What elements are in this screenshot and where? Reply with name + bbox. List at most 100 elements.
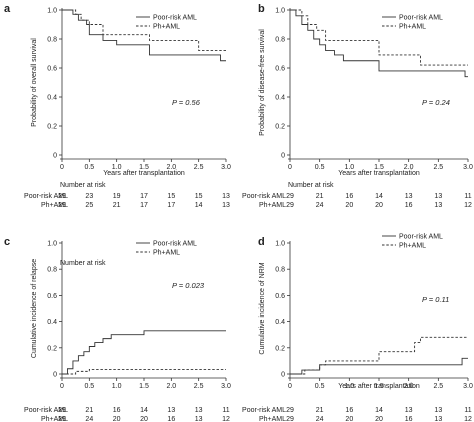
risk-value: 14 <box>195 202 203 209</box>
x-tick-label: 1.0 <box>112 383 122 390</box>
risk-value: 20 <box>375 416 383 422</box>
risk-value: 14 <box>375 407 383 414</box>
risk-value: 13 <box>222 193 230 200</box>
y-tick-label: 1.0 <box>275 241 285 248</box>
y-axis-label: Probability of overall survival <box>31 38 38 127</box>
y-tick-label: 0.6 <box>47 293 57 300</box>
risk-value: 11 <box>464 407 471 414</box>
risk-value: 16 <box>113 407 121 414</box>
y-tick-label: 0.2 <box>275 345 285 352</box>
risk-row-label: Ph+AML <box>259 416 286 422</box>
risk-table-title: Number at risk <box>60 182 106 189</box>
risk-value: 16 <box>167 416 175 422</box>
risk-value: 17 <box>140 202 148 209</box>
risk-value: 21 <box>316 193 324 200</box>
x-tick-label: 1.0 <box>112 164 122 171</box>
x-tick-label: 0.5 <box>315 164 325 171</box>
risk-value: 29 <box>286 407 294 414</box>
risk-value: 13 <box>195 416 203 422</box>
y-tick-label: 0.2 <box>275 124 285 131</box>
x-tick-label: 2.0 <box>404 164 414 171</box>
risk-value: 24 <box>316 416 324 422</box>
y-tick-label: 0.2 <box>47 345 57 352</box>
risk-value: 12 <box>464 416 472 422</box>
y-tick-label: 0.6 <box>47 66 57 73</box>
y-tick-label: 0 <box>53 372 57 379</box>
x-tick-label: 3.0 <box>463 164 473 171</box>
y-tick-label: 0.2 <box>47 124 57 131</box>
legend-entry: Ph+AML <box>153 24 180 31</box>
risk-value: 23 <box>85 193 93 200</box>
risk-row-label: Ph+AML <box>259 202 286 209</box>
x-tick-label: 1.0 <box>344 383 354 390</box>
risk-value: 13 <box>405 193 413 200</box>
x-tick-label: 2.5 <box>433 383 443 390</box>
risk-value: 16 <box>345 407 353 414</box>
panel-b: b 0 0.2 0.4 0.6 0.8 1.0 0 0.5 1.0 1.5 2.0 2.5 3.0 Prob… <box>242 3 473 209</box>
y-tick-label: 0.6 <box>275 66 285 73</box>
series-line-ph-aml <box>290 9 468 66</box>
risk-value: 25 <box>85 202 93 209</box>
risk-value: 29 <box>58 202 66 209</box>
risk-value: 13 <box>405 407 413 414</box>
x-tick-label: 0 <box>60 383 64 390</box>
p-value: P = 0.24 <box>422 98 450 107</box>
y-tick-label: 0.4 <box>47 95 57 102</box>
risk-value: 20 <box>113 416 121 422</box>
y-tick-label: 0.4 <box>275 95 285 102</box>
risk-value: 12 <box>464 202 472 209</box>
legend-entry: Ph+AML <box>153 250 180 257</box>
x-tick-label: 2.0 <box>404 383 414 390</box>
risk-row-label: Poor-risk AML <box>24 407 68 414</box>
risk-value: 20 <box>375 202 383 209</box>
x-tick-label: 3.0 <box>221 383 231 390</box>
x-tick-label: 1.5 <box>139 164 149 171</box>
risk-value: 13 <box>222 202 230 209</box>
x-tick-label: 2.5 <box>194 164 204 171</box>
p-value: P = 0.023 <box>172 281 205 290</box>
x-tick-label: 2.0 <box>166 383 176 390</box>
panel-letter: d <box>258 236 265 248</box>
series-line-poor-risk-aml <box>290 357 468 375</box>
risk-value: 29 <box>58 416 66 422</box>
risk-value: 20 <box>345 202 353 209</box>
y-tick-label: 0.4 <box>275 319 285 326</box>
x-tick-label: 1.5 <box>374 164 384 171</box>
risk-value: 29 <box>58 407 66 414</box>
legend-entry: Ph+AML <box>399 24 426 31</box>
axes <box>288 241 468 379</box>
legend-entry: Poor-risk AML <box>153 241 197 248</box>
risk-value: 13 <box>434 193 442 200</box>
risk-value: 15 <box>195 193 203 200</box>
risk-value: 13 <box>167 407 175 414</box>
risk-value: 29 <box>286 193 294 200</box>
axes <box>288 8 468 160</box>
p-value: P = 0.56 <box>172 98 201 107</box>
y-tick-label: 0 <box>281 153 285 160</box>
legend-entry: Poor-risk AML <box>153 15 197 22</box>
axes <box>60 8 226 160</box>
panel-letter: c <box>4 236 10 248</box>
x-axis-label: Years after transplantation <box>338 383 420 390</box>
risk-value: 13 <box>434 407 442 414</box>
x-tick-label: 2.5 <box>433 164 443 171</box>
x-tick-label: 2.5 <box>194 383 204 390</box>
panel-c: c 0 0.2 0.4 0.6 0.8 1.0 0 0.5 1.0 1.5 2.0 2.5 3.0 Cumu… <box>4 236 231 422</box>
x-tick-label: 1.0 <box>344 164 354 171</box>
legend-entry: Ph+AML <box>399 243 426 250</box>
series-line-ph-aml <box>62 9 226 52</box>
risk-value: 29 <box>286 202 294 209</box>
y-tick-label: 0.8 <box>47 37 57 44</box>
y-axis-label: Probability of disease-free survival <box>259 29 266 136</box>
series-line-poor-risk-aml <box>290 9 468 78</box>
x-tick-label: 0 <box>288 164 292 171</box>
x-axis-label: Years after transplantation <box>338 170 420 177</box>
risk-value: 15 <box>167 193 175 200</box>
y-tick-label: 1.0 <box>47 8 57 15</box>
y-tick-label: 1.0 <box>275 8 285 15</box>
series-line-poor-risk-aml <box>62 330 226 375</box>
x-tick-label: 0 <box>60 164 64 171</box>
risk-value: 14 <box>375 193 383 200</box>
risk-value: 16 <box>345 193 353 200</box>
